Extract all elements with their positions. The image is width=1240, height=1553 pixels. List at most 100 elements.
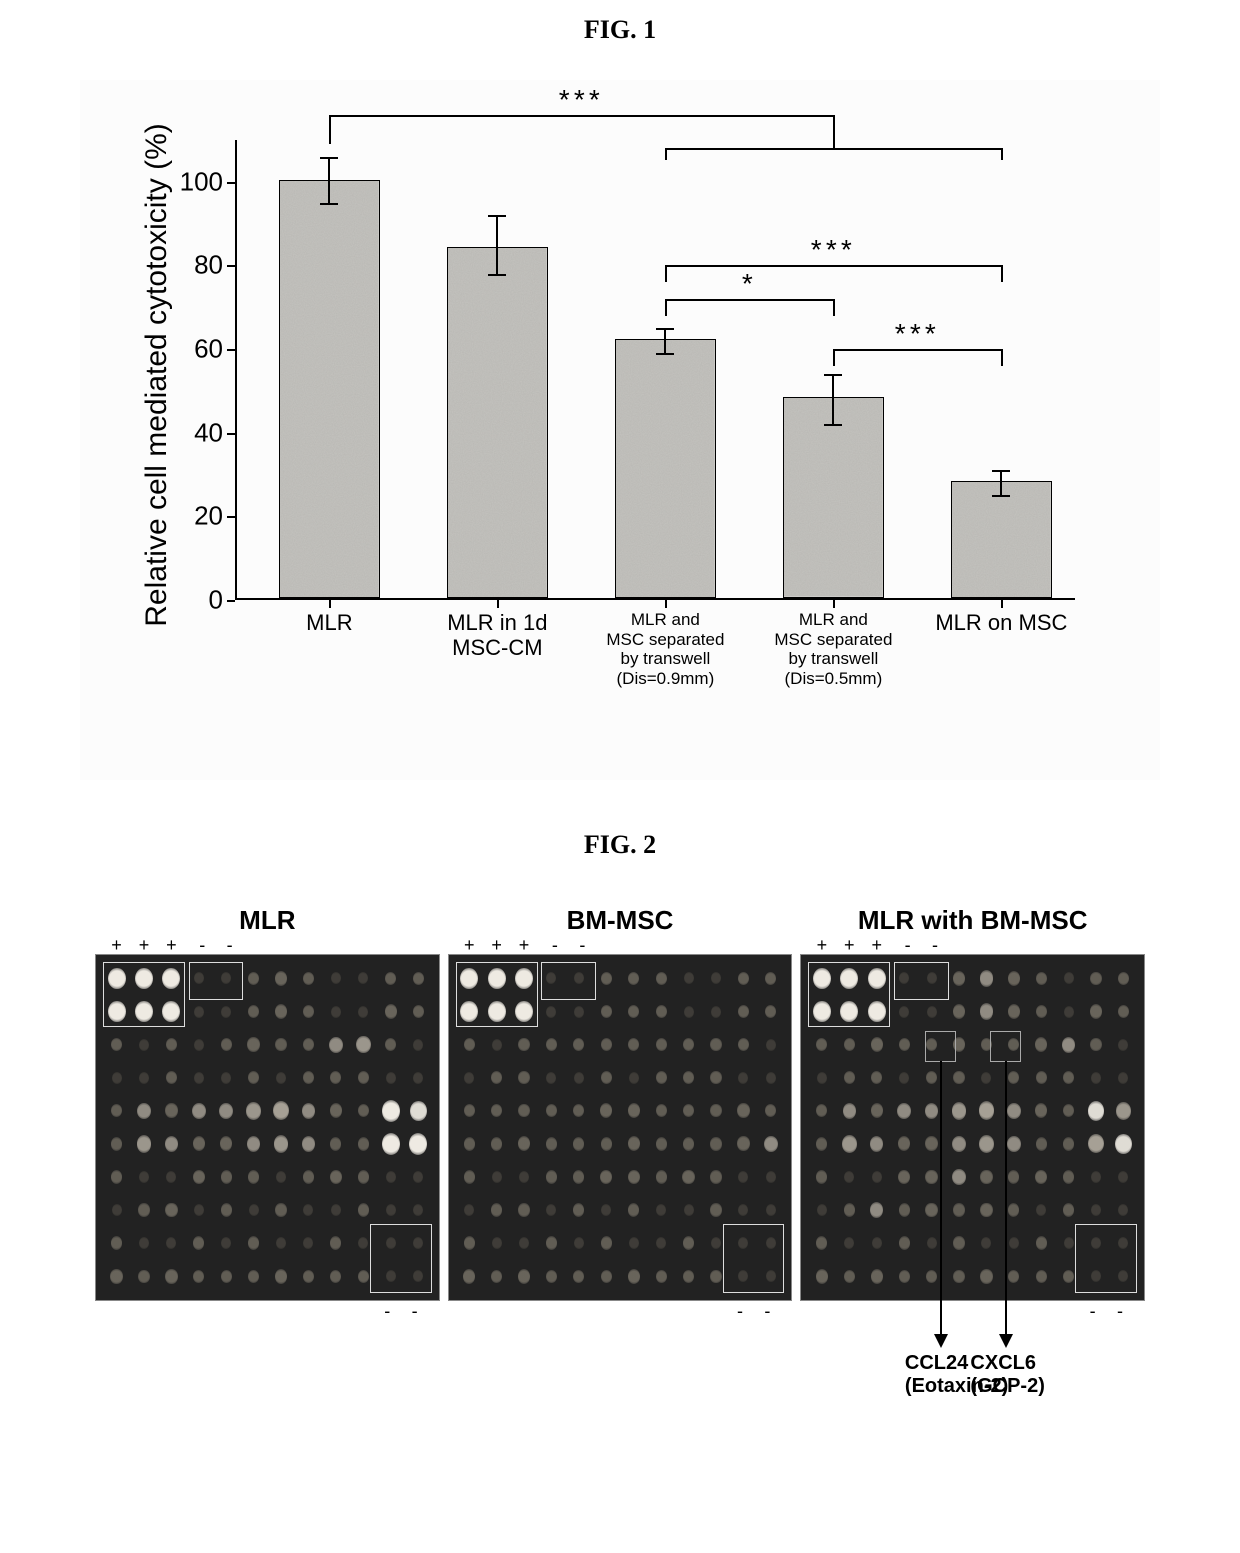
blot-dot xyxy=(601,1270,612,1283)
blot-dot xyxy=(1009,1237,1019,1249)
sig-bracket-line xyxy=(665,299,833,301)
blot-dot xyxy=(1118,1039,1128,1051)
blot-dot xyxy=(710,1270,721,1283)
blot-dot xyxy=(221,972,231,984)
blot-array: +++---- xyxy=(800,954,1145,1301)
sig-bracket-line xyxy=(665,265,1001,267)
blot-dot xyxy=(137,1103,150,1119)
blot-dot xyxy=(601,972,612,985)
blot-dot xyxy=(980,970,993,986)
blot-dot xyxy=(221,1038,232,1051)
blot-dot xyxy=(816,1104,827,1117)
blot-dot xyxy=(518,1136,530,1151)
blot-dot xyxy=(843,1103,856,1119)
blot-dot xyxy=(464,1038,475,1051)
blot-dot xyxy=(302,1103,315,1119)
blot-dot xyxy=(358,1203,369,1216)
blot-dot xyxy=(766,1270,776,1282)
blot-dot xyxy=(573,1137,584,1150)
blot-dot xyxy=(221,1170,232,1183)
blot-dot xyxy=(629,1237,639,1249)
blot-dot xyxy=(574,1237,584,1249)
error-cap xyxy=(488,215,506,217)
blot-dot xyxy=(464,1204,474,1216)
sig-bracket-v xyxy=(833,115,835,148)
blot-dot xyxy=(872,1237,882,1249)
sig-bracket-v xyxy=(665,299,667,316)
blot-dot xyxy=(765,972,776,985)
negative-mark: - xyxy=(1090,1301,1096,1322)
blot-dot xyxy=(303,1038,314,1051)
bar-rect xyxy=(279,180,380,598)
blot-dot xyxy=(844,1071,855,1084)
blot-dot xyxy=(1063,1071,1074,1084)
positive-mark: + xyxy=(139,935,150,956)
blot-dot xyxy=(870,1202,883,1218)
blot-dot xyxy=(710,1104,721,1117)
blot-dot xyxy=(303,1005,314,1018)
blot-dot xyxy=(766,1171,776,1183)
blot-dot xyxy=(868,1001,886,1023)
blot-dot xyxy=(868,968,886,990)
blot-dot xyxy=(628,1103,640,1118)
blot-dot xyxy=(110,1269,122,1284)
fig2-title: FIG. 2 xyxy=(0,830,1240,860)
blot-dot xyxy=(871,1071,882,1084)
blot-dot xyxy=(329,1037,342,1053)
blot-grid xyxy=(456,962,785,1293)
blot-dot xyxy=(247,1136,260,1152)
blot-dot xyxy=(1116,1102,1131,1120)
blot-dot xyxy=(464,1137,475,1150)
xlabel: MLR on MSC xyxy=(885,610,1117,635)
blot-dot xyxy=(871,1103,883,1118)
blot-grid xyxy=(103,962,432,1293)
blot-dot xyxy=(519,1237,529,1249)
blot-dot xyxy=(925,1103,938,1119)
blot-dot xyxy=(1063,1104,1074,1117)
blot-dot xyxy=(738,1270,748,1282)
sig-stars: * xyxy=(742,277,757,291)
blot-dot xyxy=(248,1170,259,1183)
blot-dot xyxy=(385,1038,396,1051)
blot-dot xyxy=(274,1135,289,1153)
blot-dot xyxy=(813,1001,831,1023)
blot-dot xyxy=(385,1004,397,1019)
ytick-label: 100 xyxy=(180,166,223,197)
blot-dot xyxy=(926,1038,937,1051)
blot-dot xyxy=(952,1169,965,1185)
sig-bracket-v xyxy=(665,148,667,160)
blot-dot xyxy=(1115,1134,1132,1154)
bar xyxy=(615,339,716,598)
blot-dot xyxy=(193,1236,204,1249)
blot-dot xyxy=(925,1136,937,1151)
blot-dot xyxy=(629,1072,639,1084)
blot-dot xyxy=(413,972,424,985)
bar xyxy=(783,397,884,598)
positive-mark: + xyxy=(464,935,475,956)
ytick xyxy=(227,600,235,602)
sig-bracket-v xyxy=(833,299,835,316)
blot-dot xyxy=(656,1270,667,1283)
blot-dot xyxy=(766,1072,776,1084)
blot-dot xyxy=(1008,1270,1019,1283)
blot-dot xyxy=(385,972,396,985)
blot-dot xyxy=(980,1003,993,1019)
blot-dot xyxy=(737,1103,749,1118)
blot-dot xyxy=(358,972,368,984)
blot-dot xyxy=(1008,1203,1019,1216)
blot-dot xyxy=(601,1137,612,1150)
blot-dot xyxy=(953,971,965,986)
blot-dot xyxy=(897,1103,910,1119)
blot-dot xyxy=(899,1038,910,1051)
blot-dot xyxy=(413,1005,424,1018)
negative-mark: - xyxy=(579,935,585,956)
blot-dot xyxy=(1118,1072,1128,1084)
blot-dot xyxy=(460,968,478,990)
blot-dot xyxy=(899,1006,909,1018)
blot-dot xyxy=(683,1270,694,1283)
blot-dot xyxy=(386,1171,396,1183)
fig1-chart: Relative cell mediated cytotoxicity (%) … xyxy=(175,110,1105,640)
blot-dot xyxy=(656,1038,667,1051)
blot-dot xyxy=(382,1100,400,1122)
negative-mark: - xyxy=(764,1301,770,1322)
